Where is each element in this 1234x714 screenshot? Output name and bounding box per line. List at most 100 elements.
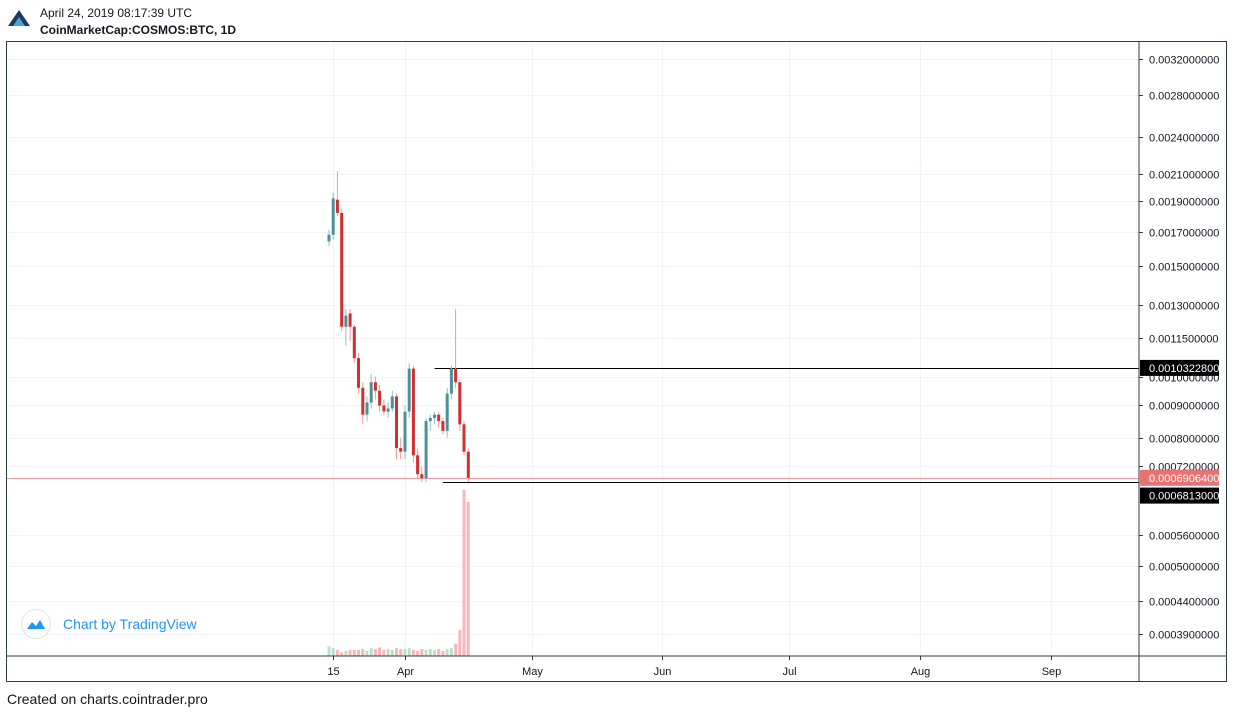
candle-body bbox=[373, 382, 377, 391]
cointrader-logo-icon bbox=[8, 10, 30, 26]
candle-body bbox=[445, 393, 449, 431]
candle-body bbox=[399, 448, 403, 452]
y-tick-label: 0.0021000000 bbox=[1149, 170, 1219, 182]
volume-bar bbox=[395, 648, 398, 656]
volume-bar bbox=[352, 649, 356, 656]
candle bbox=[462, 421, 466, 456]
candle bbox=[403, 405, 407, 459]
candle bbox=[361, 382, 365, 425]
candle bbox=[327, 229, 331, 247]
volume-bar bbox=[361, 649, 365, 656]
x-tick-label: Aug bbox=[911, 666, 931, 678]
tradingview-watermark[interactable]: Chart by TradingView bbox=[21, 609, 197, 639]
candle-body bbox=[454, 368, 458, 383]
y-tick-label: 0.0009000000 bbox=[1149, 401, 1219, 413]
grid-layer bbox=[7, 42, 1139, 656]
candle bbox=[369, 373, 373, 409]
volume-bar bbox=[357, 649, 360, 656]
price-badge-bg bbox=[1140, 487, 1219, 504]
candle bbox=[357, 353, 360, 394]
candle bbox=[399, 437, 403, 459]
candle bbox=[373, 376, 377, 400]
candle bbox=[437, 411, 441, 428]
candle-body bbox=[369, 382, 373, 403]
chart-frame[interactable]: 0.0032000000 0.0028000000 0.0024000000 0.00… bbox=[6, 41, 1227, 682]
volume-bar bbox=[331, 648, 335, 656]
y-tick-label: 0.0024000000 bbox=[1149, 133, 1219, 145]
candle bbox=[458, 379, 462, 431]
candle bbox=[416, 448, 420, 479]
candle-body bbox=[340, 212, 344, 327]
chart-canvas[interactable]: 0.0032000000 0.0028000000 0.0024000000 0.00… bbox=[7, 42, 1226, 681]
y-tick-label: 0.0005000000 bbox=[1149, 562, 1219, 574]
candle bbox=[445, 387, 449, 438]
volume-bar bbox=[373, 649, 377, 656]
candle-body bbox=[437, 414, 441, 422]
candle-body bbox=[352, 326, 356, 359]
volume-bar bbox=[466, 502, 470, 656]
candle bbox=[466, 448, 470, 483]
level-lines-layer bbox=[7, 368, 1139, 483]
volume-layer bbox=[327, 489, 470, 657]
y-tick-label: 0.0015000000 bbox=[1149, 262, 1219, 274]
candle bbox=[407, 363, 411, 418]
candle-body bbox=[403, 411, 407, 452]
time-axis[interactable]: 15 Apr May Jun Jul Aug Sep bbox=[327, 656, 1061, 678]
candle-body bbox=[390, 396, 394, 409]
level-price-badge: 0.0006813000 bbox=[1140, 487, 1219, 504]
volume-bar bbox=[437, 649, 441, 656]
volume-bar bbox=[449, 648, 453, 656]
candle bbox=[348, 309, 352, 341]
volume-bar bbox=[386, 649, 390, 656]
candle-body bbox=[378, 390, 382, 406]
candle-body bbox=[357, 358, 360, 388]
x-tick-label: Jun bbox=[654, 666, 672, 678]
price-badge-label: 0.0006813000 bbox=[1149, 491, 1219, 503]
volume-bar bbox=[365, 650, 369, 657]
candle-body bbox=[395, 396, 398, 449]
price-badges: 0.0010322800 0.0006906400 0.0006813000 bbox=[1140, 359, 1219, 504]
y-tick-label: 0.0004400000 bbox=[1149, 597, 1219, 609]
volume-bar bbox=[420, 649, 424, 656]
volume-bar bbox=[411, 649, 415, 656]
footer-credit: Created on charts.cointrader.pro bbox=[7, 691, 208, 707]
y-tick-label: 0.0028000000 bbox=[1149, 91, 1219, 103]
volume-bar bbox=[441, 650, 445, 657]
candle-body bbox=[449, 368, 453, 394]
x-tick-label: Jul bbox=[782, 666, 796, 678]
y-tick-label: 0.0019000000 bbox=[1149, 197, 1219, 209]
candle bbox=[344, 309, 348, 346]
candle bbox=[395, 393, 398, 459]
candle-body bbox=[420, 474, 424, 479]
volume-bar bbox=[407, 648, 411, 656]
x-tick-label: Apr bbox=[397, 666, 414, 678]
volume-bar bbox=[369, 648, 373, 656]
volume-bar bbox=[348, 649, 352, 656]
price-axis[interactable]: 0.0032000000 0.0028000000 0.0024000000 0.00… bbox=[1139, 55, 1219, 642]
volume-bar bbox=[378, 647, 382, 657]
candle bbox=[424, 417, 428, 483]
y-tick-label: 0.0017000000 bbox=[1149, 228, 1219, 240]
watermark-label: Chart by TradingView bbox=[63, 616, 197, 632]
volume-bar bbox=[399, 649, 403, 656]
candle-body bbox=[365, 402, 369, 415]
volume-bar bbox=[433, 649, 436, 656]
candle-body bbox=[416, 455, 420, 475]
volume-bar bbox=[382, 649, 386, 656]
candle bbox=[365, 396, 369, 422]
candle bbox=[335, 171, 339, 216]
tradingview-logo-icon bbox=[21, 609, 51, 639]
candle-body bbox=[382, 405, 386, 412]
volume-bar bbox=[335, 649, 339, 656]
y-tick-label: 0.0003900000 bbox=[1149, 630, 1219, 642]
candle-body bbox=[458, 382, 462, 425]
level-price-badge: 0.0010322800 bbox=[1140, 359, 1219, 376]
candle bbox=[382, 399, 386, 415]
volume-bar bbox=[454, 643, 458, 656]
candle bbox=[449, 365, 453, 400]
volume-bar bbox=[445, 649, 449, 656]
candle bbox=[390, 390, 394, 412]
candle bbox=[420, 466, 424, 483]
volume-bar bbox=[462, 489, 466, 657]
y-tick-label: 0.0032000000 bbox=[1149, 55, 1219, 67]
